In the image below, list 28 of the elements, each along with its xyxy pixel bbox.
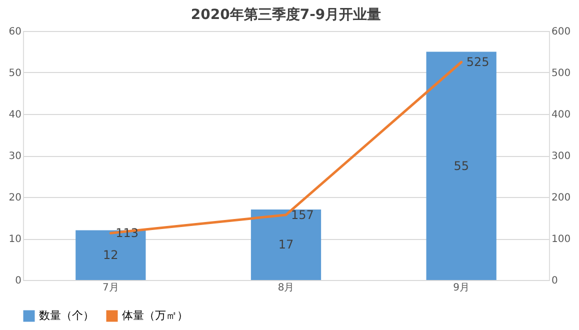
chart-title: 2020年第三季度7-9月开业量 xyxy=(190,6,382,23)
data-label: 157 xyxy=(291,208,314,222)
x-tick-label: 8月 xyxy=(278,282,294,294)
y2-tick-label: 500 xyxy=(552,68,571,79)
x-tick-label: 7月 xyxy=(102,282,119,294)
y-tick-label: 50 xyxy=(8,68,22,79)
y2-tick-label: 600 xyxy=(552,26,571,38)
data-label: 55 xyxy=(454,158,469,173)
bar xyxy=(76,230,146,280)
x-tick-label: 9月 xyxy=(453,282,470,294)
legend-label: 体量（万㎡） xyxy=(122,309,188,322)
data-label: 12 xyxy=(103,248,118,262)
bar xyxy=(250,209,322,280)
data-label: 17 xyxy=(278,238,294,252)
y-tick-label: 40 xyxy=(8,110,22,120)
y2-tick-label: 300 xyxy=(552,151,571,162)
y2-tick-label: 100 xyxy=(552,234,571,245)
legend-label: 数量（个） xyxy=(39,309,94,322)
y-tick-label: 30 xyxy=(8,151,22,162)
y-tick-label: 0 xyxy=(15,276,22,286)
y-tick-label: 60 xyxy=(8,26,22,38)
y2-tick-label: 400 xyxy=(552,110,571,120)
bar xyxy=(426,52,496,280)
y-tick-label: 10 xyxy=(8,234,22,245)
y2-tick-label: 0 xyxy=(552,276,558,286)
data-label: 525 xyxy=(466,55,490,70)
y2-tick-label: 200 xyxy=(552,192,571,204)
y-tick-label: 20 xyxy=(8,192,22,204)
